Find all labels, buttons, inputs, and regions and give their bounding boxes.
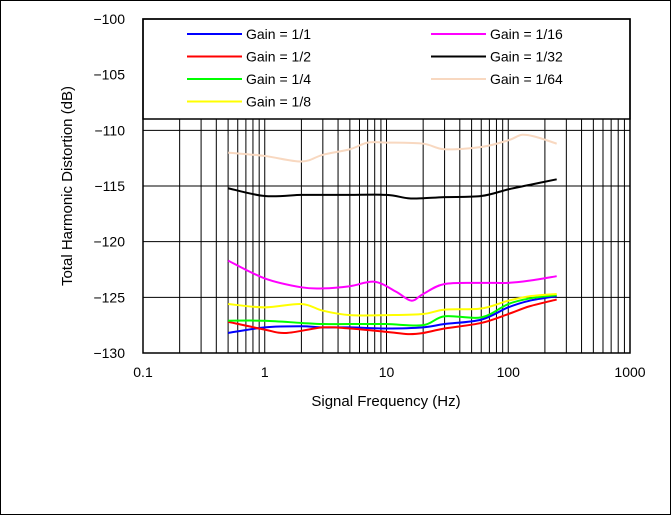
y-tick-label: −105 (93, 67, 125, 83)
series-line-7 (228, 133, 558, 163)
x-tick-label: 10 (379, 364, 395, 380)
series-line-2 (227, 298, 557, 336)
y-tick-label: −130 (93, 345, 125, 361)
legend-label: Gain = 1/4 (246, 71, 311, 87)
y-tick-label: −110 (95, 122, 126, 138)
y-tick-label: −115 (95, 178, 126, 194)
series-line-3 (228, 294, 557, 327)
x-axis-label: Signal Frequency (Hz) (311, 393, 460, 410)
series-line-6 (227, 178, 557, 200)
y-tick-label: −100 (93, 11, 125, 27)
series-line-4 (228, 292, 557, 317)
y-axis-label: Total Harmonic Distortion (dB) (59, 86, 76, 286)
legend: Gain = 1/1 Gain = 1/2 Gain = 1/4 Gain = 1/8… (142, 18, 631, 120)
data-series (227, 133, 558, 336)
legend-label: Gain = 1/8 (246, 94, 311, 110)
legend-label: Gain = 1/1 (246, 26, 311, 42)
x-tick-label: 1 (261, 364, 269, 380)
x-tick-label: 100 (497, 364, 521, 380)
legend-label: Gain = 1/2 (246, 49, 311, 65)
y-tick-label: −120 (93, 234, 125, 250)
series-line-1 (227, 295, 557, 334)
x-tick-label: 0.1 (133, 364, 153, 380)
plot-border (142, 18, 631, 354)
series-line-5 (227, 259, 557, 302)
legend-label: Gain = 1/16 (490, 26, 563, 42)
legend-label: Gain = 1/32 (490, 49, 563, 65)
y-tick-label: −125 (93, 289, 125, 305)
legend-label: Gain = 1/64 (490, 71, 563, 87)
x-tick-label: 1000 (614, 364, 645, 380)
y-tick-labels: −100 −105 −110 −115 −120 −125 −130 (93, 11, 125, 361)
x-tick-labels: 0.1 1 10 100 1000 (133, 364, 646, 380)
